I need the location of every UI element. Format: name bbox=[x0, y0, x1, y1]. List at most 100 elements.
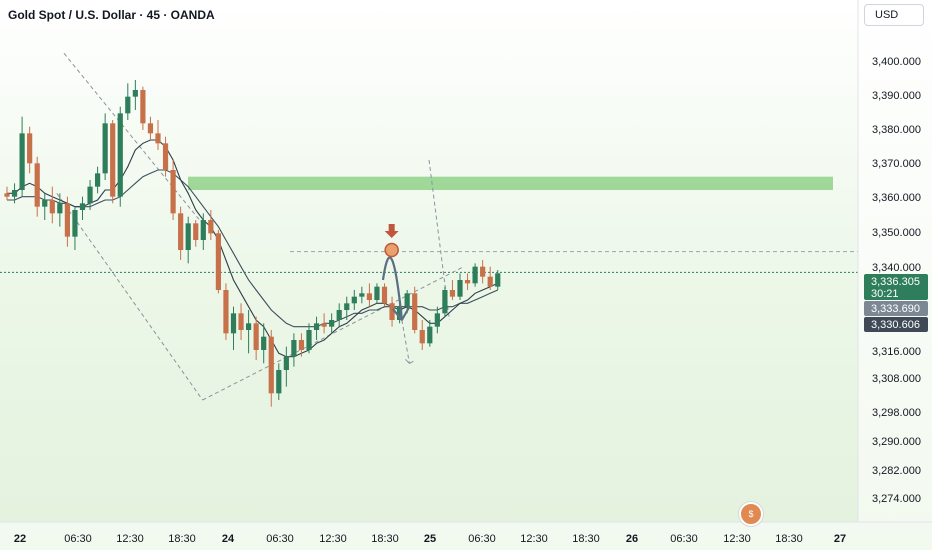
candle[interactable] bbox=[344, 296, 350, 320]
candle-body[interactable] bbox=[268, 336, 274, 394]
price-axis[interactable]: 3,400.000 3,390.000 3,380.000 3,370.000 3,36… bbox=[857, 0, 921, 522]
candle-body[interactable] bbox=[49, 200, 55, 214]
candle[interactable] bbox=[313, 316, 320, 340]
candle[interactable] bbox=[49, 186, 55, 224]
candle[interactable] bbox=[208, 210, 214, 240]
candle-body[interactable] bbox=[464, 280, 471, 284]
candle[interactable] bbox=[306, 323, 312, 354]
candle-body[interactable] bbox=[110, 123, 116, 197]
candle-body[interactable] bbox=[125, 96, 131, 114]
candle[interactable] bbox=[472, 263, 478, 287]
candle-body[interactable] bbox=[42, 200, 48, 207]
candle[interactable] bbox=[72, 206, 78, 250]
candle[interactable] bbox=[449, 280, 456, 300]
candle-body[interactable] bbox=[95, 173, 101, 187]
candle-body[interactable] bbox=[442, 290, 448, 314]
candle-body[interactable] bbox=[329, 320, 335, 327]
candle-body[interactable] bbox=[19, 133, 25, 190]
candle-body[interactable] bbox=[178, 213, 184, 250]
candle[interactable] bbox=[351, 290, 357, 310]
candle[interactable] bbox=[4, 186, 10, 200]
candle-body[interactable] bbox=[34, 163, 40, 207]
candle-body[interactable] bbox=[298, 340, 305, 350]
candle[interactable] bbox=[200, 213, 206, 250]
candle-body[interactable] bbox=[397, 306, 403, 320]
candle[interactable] bbox=[34, 156, 40, 217]
candle-body[interactable] bbox=[208, 220, 214, 234]
candle[interactable] bbox=[329, 313, 335, 334]
currency-button[interactable]: USD bbox=[864, 4, 924, 26]
candle-body[interactable] bbox=[359, 293, 365, 297]
candle-body[interactable] bbox=[344, 303, 350, 310]
candle[interactable] bbox=[246, 310, 252, 354]
candle-body[interactable] bbox=[427, 326, 433, 344]
candle-body[interactable] bbox=[261, 336, 267, 350]
candle-body[interactable] bbox=[155, 133, 161, 144]
candle[interactable] bbox=[480, 260, 486, 284]
candle[interactable] bbox=[117, 106, 123, 207]
candle[interactable] bbox=[298, 333, 305, 357]
candle[interactable] bbox=[42, 193, 48, 220]
candle-body[interactable] bbox=[64, 203, 70, 237]
candle[interactable] bbox=[464, 273, 471, 290]
candle[interactable] bbox=[442, 286, 448, 317]
candle[interactable] bbox=[487, 266, 493, 290]
candle-body[interactable] bbox=[291, 340, 297, 357]
candle-body[interactable] bbox=[79, 203, 86, 210]
candle[interactable] bbox=[185, 216, 191, 264]
candle-body[interactable] bbox=[11, 190, 18, 197]
candle-body[interactable] bbox=[419, 330, 425, 344]
candle[interactable] bbox=[110, 120, 116, 204]
candle-body[interactable] bbox=[185, 223, 191, 250]
candle[interactable] bbox=[253, 316, 259, 360]
candle-body[interactable] bbox=[351, 296, 357, 304]
candle-body[interactable] bbox=[140, 90, 146, 124]
candle[interactable] bbox=[178, 206, 184, 260]
candle[interactable] bbox=[276, 363, 282, 400]
candle[interactable] bbox=[434, 306, 440, 334]
candle[interactable] bbox=[230, 306, 237, 350]
candle-body[interactable] bbox=[253, 323, 259, 350]
candle[interactable] bbox=[419, 320, 425, 350]
candle-body[interactable] bbox=[336, 310, 342, 320]
candle-body[interactable] bbox=[27, 133, 33, 164]
candle[interactable] bbox=[366, 283, 372, 307]
candle[interactable] bbox=[215, 230, 221, 294]
candle[interactable] bbox=[238, 303, 244, 340]
candle[interactable] bbox=[95, 166, 101, 194]
candle-body[interactable] bbox=[215, 233, 221, 290]
time-axis[interactable]: 22 06:30 12:30 18:30 24 06:30 12:30 18:30 25 06:3… bbox=[0, 521, 932, 545]
candle-body[interactable] bbox=[238, 313, 244, 330]
candle-body[interactable] bbox=[57, 203, 63, 214]
candles-layer[interactable] bbox=[4, 80, 501, 407]
candle[interactable] bbox=[140, 86, 146, 130]
candle-body[interactable] bbox=[276, 370, 282, 394]
candle-body[interactable] bbox=[487, 276, 493, 287]
candle-body[interactable] bbox=[412, 293, 418, 330]
candle-body[interactable] bbox=[200, 220, 206, 240]
candle[interactable] bbox=[336, 303, 342, 327]
candle-body[interactable] bbox=[246, 323, 252, 330]
candle-body[interactable] bbox=[389, 303, 395, 320]
candle-body[interactable] bbox=[366, 293, 372, 300]
candle-body[interactable] bbox=[223, 290, 229, 334]
candle-body[interactable] bbox=[404, 293, 410, 307]
candle[interactable] bbox=[27, 126, 33, 174]
candle-body[interactable] bbox=[313, 323, 320, 330]
candle[interactable] bbox=[147, 116, 154, 140]
candle[interactable] bbox=[162, 136, 169, 177]
candle-body[interactable] bbox=[434, 313, 440, 327]
candle-body[interactable] bbox=[381, 286, 388, 304]
candle[interactable] bbox=[102, 113, 108, 180]
candle-body[interactable] bbox=[457, 280, 463, 297]
candle-body[interactable] bbox=[374, 286, 380, 300]
candle[interactable] bbox=[457, 273, 463, 300]
candle-body[interactable] bbox=[495, 273, 501, 287]
candle[interactable] bbox=[64, 196, 70, 247]
candle-body[interactable] bbox=[102, 123, 108, 174]
candle-body[interactable] bbox=[4, 193, 10, 197]
candle-body[interactable] bbox=[480, 266, 486, 277]
candle[interactable] bbox=[291, 333, 297, 367]
candle[interactable] bbox=[223, 283, 229, 340]
